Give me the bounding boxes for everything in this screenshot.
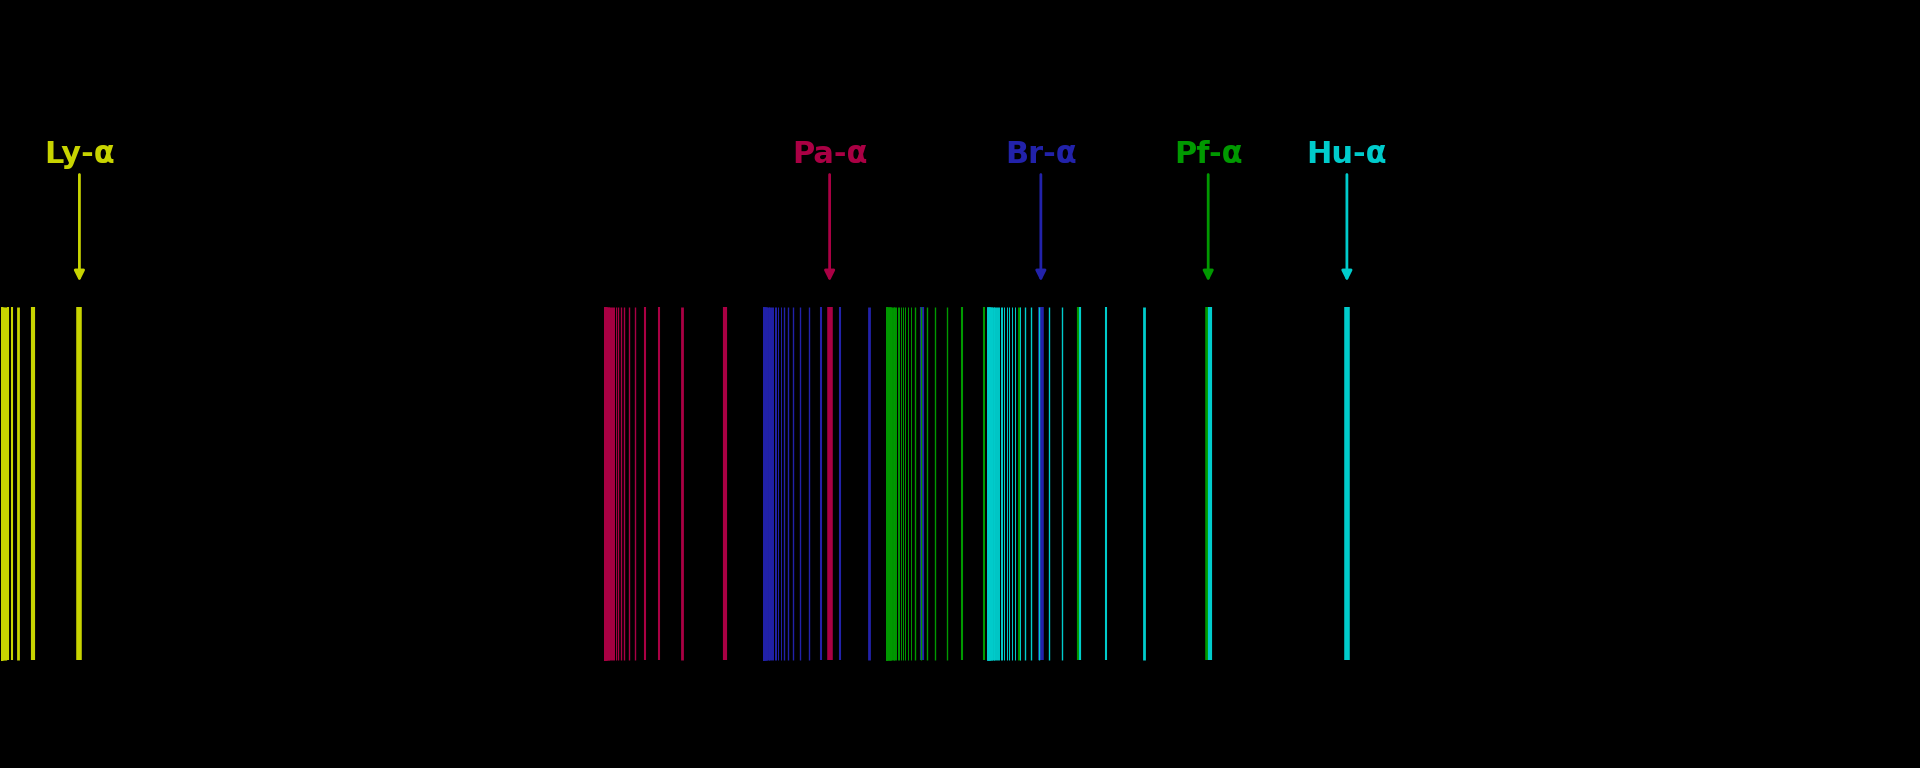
Text: Hu-α: Hu-α (1308, 140, 1388, 278)
Text: Pa-α: Pa-α (791, 140, 868, 278)
Text: Ly-α: Ly-α (44, 140, 115, 278)
Text: Br-α: Br-α (1004, 140, 1077, 278)
Text: Pf-α: Pf-α (1173, 140, 1242, 278)
